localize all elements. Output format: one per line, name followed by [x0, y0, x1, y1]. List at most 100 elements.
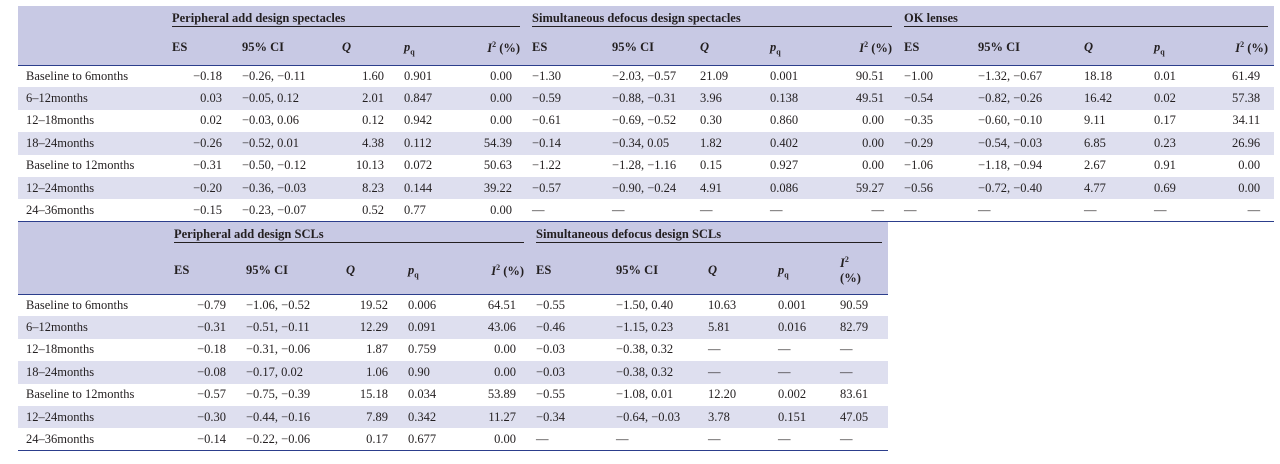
table-cell: −0.26 [166, 132, 236, 155]
table-cell: 0.91 [1148, 154, 1219, 177]
column-header: ES [168, 248, 240, 295]
table-cell: 64.51 [474, 294, 531, 317]
table-cell: 0.00 [474, 361, 531, 384]
table-cell: 0.77 [398, 199, 470, 223]
table-cell: −0.05, 0.12 [236, 87, 336, 110]
table-cell: −1.06, −0.52 [240, 294, 340, 317]
table-cell: 90.59 [834, 294, 889, 317]
column-header: pq [398, 31, 470, 66]
table-cell: — [972, 199, 1079, 223]
row-label: 6–12months [18, 87, 166, 110]
table-cell: −0.75, −0.39 [240, 383, 340, 406]
table-cell: −0.14 [526, 132, 607, 155]
table-cell: −1.18, −0.94 [972, 154, 1079, 177]
table-cell: −0.88, −0.31 [606, 87, 695, 110]
table-cell: 0.112 [398, 132, 470, 155]
table-cell: — [1218, 199, 1275, 223]
table-cell: 90.51 [834, 65, 899, 88]
table-row: 6–12months 0.03 −0.05, 0.12 2.01 0.847 0.00 −0… [18, 87, 1275, 110]
table-cell: 0.342 [402, 405, 474, 429]
table-cell: — [610, 428, 703, 452]
table-cell: −0.17, 0.02 [240, 361, 340, 384]
table-cell: −0.23, −0.07 [236, 199, 336, 223]
table-cell: −0.82, −0.26 [972, 87, 1079, 110]
table-cell: 21.09 [694, 65, 765, 88]
table-cell: −0.44, −0.16 [240, 405, 340, 429]
table-cell: — [702, 338, 773, 362]
table-cell: −2.03, −0.57 [606, 65, 695, 88]
row-label: Baseline to 6months [18, 65, 166, 88]
row-label: Baseline to 12months [18, 154, 166, 177]
table-cell: −0.34 [530, 405, 611, 429]
table-cell: 12.29 [340, 316, 402, 339]
table-row: 12–18months 0.02 −0.03, 0.06 0.12 0.942 0.00−… [18, 109, 1275, 133]
table-cell: −0.38, 0.32 [610, 338, 703, 362]
column-header: Q [340, 248, 402, 295]
table-cell: 0.001 [764, 65, 835, 88]
table-cell: 0.006 [402, 294, 474, 317]
table-cell: 18.18 [1078, 65, 1149, 88]
table-cell: 0.17 [340, 428, 402, 452]
table-cell: — [1148, 199, 1219, 223]
table-cell: — [834, 338, 889, 362]
table-cell: — [834, 428, 889, 452]
table-cell: 47.05 [834, 405, 889, 429]
table-cell: — [606, 199, 695, 223]
table-cell: 0.17 [1148, 109, 1219, 133]
table-cell: −0.20 [166, 176, 236, 200]
table-cell: 0.942 [398, 109, 470, 133]
table-cell: 0.15 [694, 154, 765, 177]
column-header: 95% CI [236, 31, 336, 66]
table-cell: −0.18 [166, 65, 236, 88]
table-cell: 8.23 [336, 176, 398, 200]
table-cell: — [772, 428, 835, 452]
stub-header [18, 222, 168, 248]
column-header: I2 (%) [834, 31, 899, 66]
table-cell: 9.11 [1078, 109, 1149, 133]
table-cell: −0.61 [526, 109, 607, 133]
table-cell: −0.46 [530, 316, 611, 339]
table-cell: −0.51, −0.11 [240, 316, 340, 339]
column-header: ES [530, 248, 611, 295]
table-cell: −0.14 [168, 428, 240, 452]
group-header: OK lenses [904, 11, 1269, 27]
table-cell: −0.50, −0.12 [236, 154, 336, 177]
table-cell: 0.144 [398, 176, 470, 200]
table-scls: Peripheral add design SCLs Simultaneous … [18, 222, 889, 452]
stub-header [18, 6, 166, 31]
column-header: ES [898, 31, 973, 66]
table-cell: — [898, 199, 973, 223]
table-cell: −0.03 [530, 361, 611, 384]
table-row: Baseline to 12months −0.31 −0.50, −0.12 10.… [18, 154, 1275, 177]
table-cell: 1.60 [336, 65, 398, 88]
table-cell: 0.01 [1148, 65, 1219, 88]
column-header: 95% CI [610, 248, 703, 295]
table-cell: 0.901 [398, 65, 470, 88]
row-label: 12–24months [18, 405, 168, 429]
table-cell: — [702, 428, 773, 452]
table-cell: — [1078, 199, 1149, 223]
row-label: 12–18months [18, 109, 166, 133]
column-header: ES [526, 31, 607, 66]
table-cell: 0.00 [470, 87, 527, 110]
table-cell: 53.89 [474, 383, 531, 406]
group-header: Simultaneous defocus design SCLs [536, 227, 883, 243]
table-cell: 0.847 [398, 87, 470, 110]
table-cell: −0.18 [168, 338, 240, 362]
table-cell: −0.08 [168, 361, 240, 384]
table-row: 6–12months −0.31 −0.51, −0.11 12.29 0.091 43.… [18, 316, 889, 339]
table-cell: 0.759 [402, 338, 474, 362]
table-cell: 0.860 [764, 109, 835, 133]
table-cell: −0.36, −0.03 [236, 176, 336, 200]
table-cell: 0.072 [398, 154, 470, 177]
table-cell: 15.18 [340, 383, 402, 406]
table-row: 18–24months −0.26 −0.52, 0.01 4.38 0.112 54.3… [18, 132, 1275, 155]
row-label: 12–18months [18, 338, 168, 362]
column-header: I2 (%) [470, 31, 527, 66]
table-cell: 0.00 [834, 109, 899, 133]
table-cell: −0.64, −0.03 [610, 405, 703, 429]
table-cell: −1.06 [898, 154, 973, 177]
table-cell: 0.02 [1148, 87, 1219, 110]
table-cell: — [526, 199, 607, 223]
table-cell: — [834, 199, 899, 223]
